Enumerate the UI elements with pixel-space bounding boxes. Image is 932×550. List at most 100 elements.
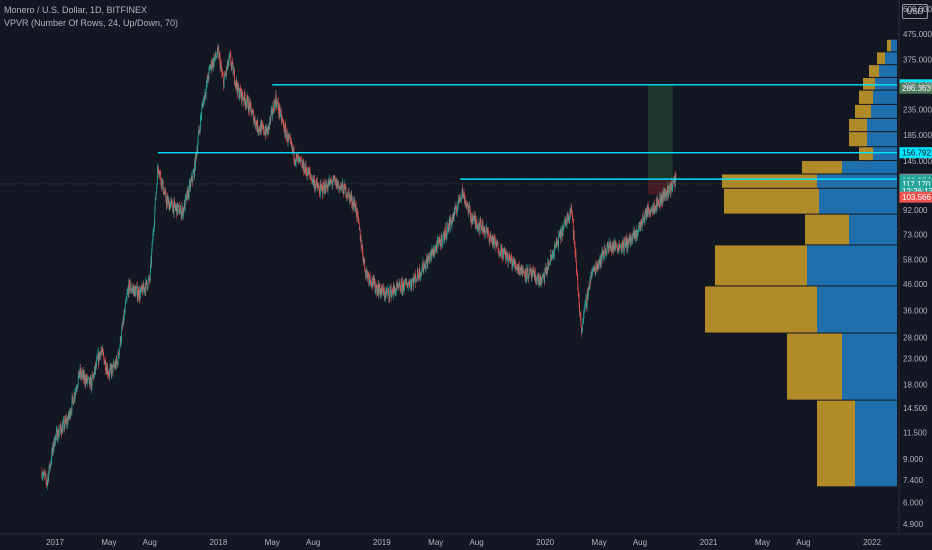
candle-body xyxy=(627,242,629,249)
candle-body xyxy=(300,160,302,162)
candle-body xyxy=(74,394,76,398)
candle-body xyxy=(612,245,614,251)
candle-body xyxy=(418,275,419,277)
candle-body xyxy=(640,224,641,231)
candle-body xyxy=(375,286,377,290)
candle-body xyxy=(528,277,529,279)
candle-body xyxy=(651,207,653,209)
candle-body xyxy=(611,249,612,251)
price-tick-label: 4.900 xyxy=(903,520,924,529)
candle-body xyxy=(218,54,220,58)
candle-body xyxy=(106,366,108,374)
candle-body xyxy=(611,247,613,251)
candle-body xyxy=(238,87,239,90)
candle-body xyxy=(593,267,594,269)
candle-body xyxy=(49,465,51,470)
candle-body xyxy=(361,245,363,249)
candle-body xyxy=(510,259,511,264)
long-position-group[interactable] xyxy=(648,85,673,195)
horizontal-level-label: 156.792 xyxy=(902,149,931,158)
candle-body xyxy=(551,255,553,258)
candle-body xyxy=(568,216,570,220)
candle-body xyxy=(387,288,389,291)
candle-body xyxy=(230,55,232,64)
candle-body xyxy=(167,197,169,205)
candle-body xyxy=(305,164,306,172)
candle-body xyxy=(340,186,341,188)
candle-body xyxy=(475,219,477,224)
candle-body xyxy=(633,231,635,234)
candle-body xyxy=(179,210,181,214)
symbol-title[interactable]: Monero / U.S. Dollar, 1D, BITFINEX xyxy=(4,5,148,15)
candle-body xyxy=(134,286,135,296)
candle-body xyxy=(532,269,533,277)
indicator-title[interactable]: VPVR (Number Of Rows, 24, Up/Down, 70) xyxy=(4,18,179,28)
candle-body xyxy=(291,143,293,150)
candle-body xyxy=(458,194,460,201)
candle-body xyxy=(148,276,150,279)
candle-body xyxy=(309,171,311,175)
candle-body xyxy=(305,164,307,171)
candle-body xyxy=(434,248,435,255)
candle-body xyxy=(616,247,618,249)
candle-body xyxy=(521,264,523,275)
candle-body xyxy=(444,231,445,241)
candle-body xyxy=(241,89,242,102)
candle-body xyxy=(120,337,122,344)
candle-body xyxy=(217,48,218,56)
candle-body xyxy=(231,61,233,65)
candle-body xyxy=(512,261,514,266)
candle-body xyxy=(293,147,294,152)
candle-body xyxy=(338,183,340,186)
candle-body xyxy=(339,186,340,191)
candle-body xyxy=(555,244,557,245)
candle-body xyxy=(322,192,324,195)
candle-body xyxy=(503,249,505,252)
volume-profile-up-bar xyxy=(867,118,897,132)
candle-body xyxy=(235,79,237,86)
candle-body xyxy=(150,260,152,264)
candle-body xyxy=(126,297,127,300)
candle-body xyxy=(580,314,581,317)
candle-body xyxy=(518,264,520,270)
candle-body xyxy=(580,316,582,327)
candle-body xyxy=(55,430,57,436)
candle-body xyxy=(228,62,229,66)
horizontal-levels[interactable]: 295.451156.792122.521286.363121.084117.1… xyxy=(0,79,932,203)
candle-body xyxy=(109,370,110,377)
candle-body xyxy=(192,172,194,175)
candle-body xyxy=(587,291,589,300)
candle-body xyxy=(54,438,55,446)
candle-body xyxy=(609,247,611,249)
candle-body xyxy=(472,216,473,224)
candle-body xyxy=(369,274,371,280)
price-tick-label: 36.000 xyxy=(903,306,928,315)
candle-body xyxy=(504,252,506,254)
volume-profile xyxy=(705,39,897,487)
candle-body xyxy=(560,231,562,240)
candle-body xyxy=(252,111,254,112)
candle-body xyxy=(220,64,221,69)
candle-body xyxy=(107,366,109,375)
candle-body xyxy=(598,261,600,266)
candle-body xyxy=(598,264,599,270)
candle-body xyxy=(403,290,405,291)
candle-body xyxy=(545,267,547,273)
candle-body xyxy=(551,255,552,258)
candle-body xyxy=(55,435,57,436)
candle-body xyxy=(577,289,579,294)
candle-body xyxy=(440,240,442,247)
candle-body xyxy=(455,205,457,210)
candle-body xyxy=(48,472,49,482)
candle-body xyxy=(502,248,503,258)
candle-body xyxy=(227,60,229,67)
candle-body xyxy=(92,374,93,376)
candle-body xyxy=(363,258,365,260)
candle-body xyxy=(517,266,519,270)
candle-body xyxy=(181,211,183,215)
candle-body xyxy=(476,226,478,229)
currency-button[interactable]: USD xyxy=(902,4,928,19)
volume-profile-up-bar xyxy=(871,104,897,118)
candle-body xyxy=(417,269,418,279)
